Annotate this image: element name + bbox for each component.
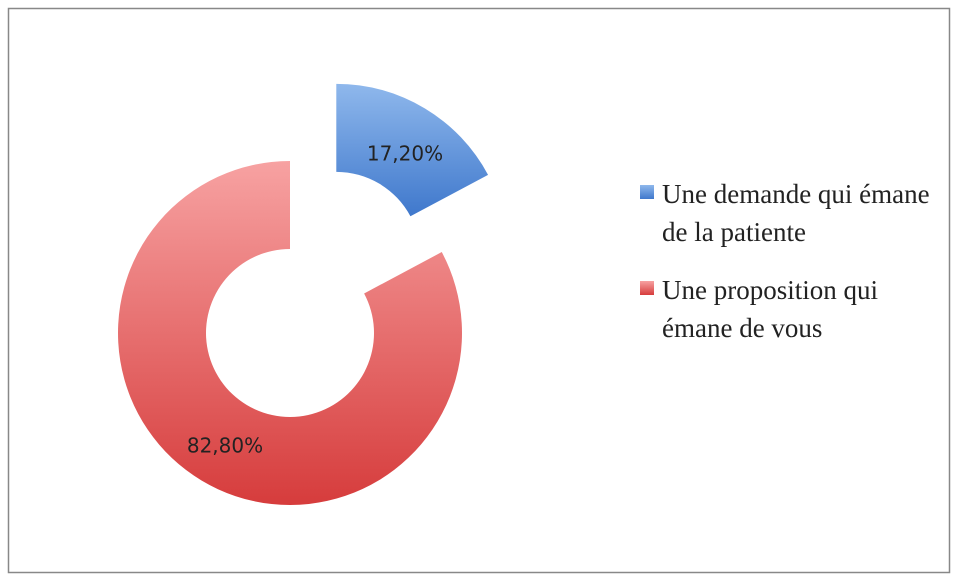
- legend-label: Une demande qui émane de la patiente: [662, 179, 930, 247]
- legend-swatch: [640, 281, 654, 295]
- legend-swatch: [640, 185, 654, 199]
- donut-slice: [117, 161, 462, 506]
- data-label: 17,20%: [367, 142, 443, 166]
- legend-label: Une proposition qui émane de vous: [662, 275, 878, 343]
- donut-slice: [336, 83, 489, 217]
- data-label: 82,80%: [187, 434, 263, 458]
